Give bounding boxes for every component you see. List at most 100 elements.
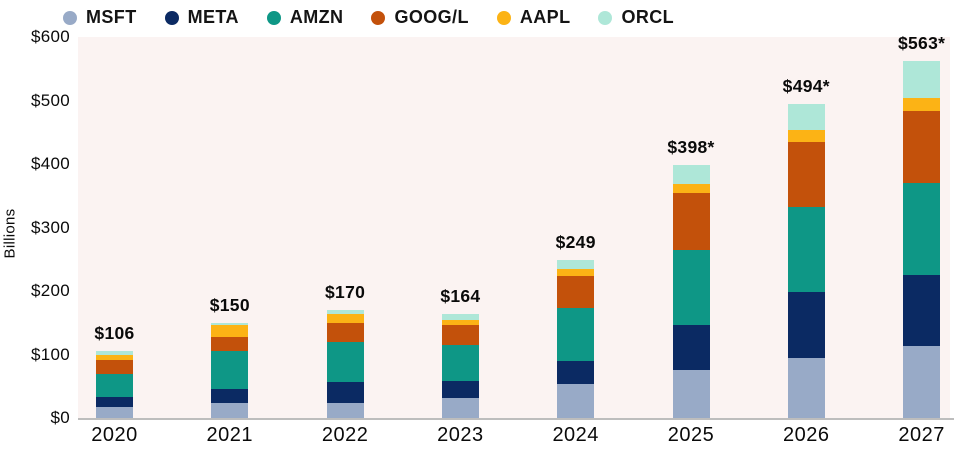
x-label-2020: 2020	[91, 424, 138, 446]
bar-2022: $170	[325, 282, 365, 418]
legend-label: AAPL	[519, 7, 571, 27]
bar-segment-2020-amzn	[96, 373, 133, 398]
bar-segment-2022-meta	[326, 381, 364, 403]
bar-total-label-2025: $398*	[667, 137, 715, 158]
bar-segment-2022-amzn	[326, 341, 364, 382]
plot-area: $106 $150 $170 $164 $249 $398* $494* $563*	[78, 33, 950, 418]
bar-segment-2020-orcl	[96, 350, 133, 355]
bar-segment-2026-msft	[787, 357, 825, 418]
bar-segment-2020-meta	[96, 397, 133, 408]
legend-dot-googl	[371, 10, 386, 25]
bar-segment-2027-meta	[903, 275, 941, 347]
bar-segment-2022-msft	[326, 402, 364, 418]
y-tick-500: $500	[30, 90, 70, 110]
x-label-2027: 2027	[898, 424, 945, 446]
bar-segment-2025-aapl	[672, 184, 710, 194]
bar-segment-2021-googl	[211, 337, 249, 352]
bar-segment-2020-aapl	[96, 354, 133, 360]
bar-segment-2026-googl	[787, 141, 825, 208]
bar-segment-2025-googl	[672, 193, 710, 250]
bar-segment-2021-msft	[211, 402, 249, 418]
legend-label: GOOG/L	[394, 7, 469, 27]
bar-segment-2027-aapl	[903, 98, 941, 111]
bar-2021: $150	[210, 295, 250, 418]
bar-segment-2020-googl	[96, 359, 133, 374]
bar-segment-2022-googl	[326, 322, 364, 342]
bar-total-label-2024: $249	[555, 231, 596, 252]
bar-segment-2026-aapl	[787, 130, 825, 142]
x-label-2025: 2025	[667, 424, 715, 446]
bar-segment-2025-amzn	[672, 249, 710, 326]
legend-dot-msft	[63, 10, 77, 25]
bar-total-label-2026: $494*	[782, 76, 830, 97]
bar-segment-2024-meta	[557, 360, 595, 385]
bar-segment-2026-amzn	[787, 207, 825, 292]
bar-segment-2023-amzn	[441, 345, 479, 382]
y-tick-200: $200	[30, 281, 70, 300]
bar-segment-2024-aapl	[557, 268, 595, 276]
bar-segment-2023-aapl	[441, 319, 479, 326]
bar-segment-2024-googl	[557, 275, 595, 308]
x-label-2021: 2021	[206, 424, 254, 446]
bar-segment-2027-googl	[903, 110, 941, 184]
bar-total-label-2023: $164	[440, 285, 481, 306]
legend-item-googl: GOOG/L	[371, 7, 468, 28]
bar-segment-2027-orcl	[903, 60, 941, 99]
bar-segment-2022-aapl	[326, 313, 364, 323]
bar-segment-2021-amzn	[211, 351, 249, 390]
bar-segment-2027-amzn	[903, 183, 941, 276]
legend-item-amzn: AMZN	[266, 7, 344, 28]
x-label-2026: 2026	[783, 424, 830, 446]
legend-item-meta: META	[164, 7, 239, 28]
legend-item-orcl: ORCL	[598, 7, 674, 28]
legend-label: MSFT	[86, 7, 137, 27]
bar-segment-2023-meta	[441, 381, 479, 399]
bar-segment-2026-orcl	[787, 104, 825, 131]
legend-label: ORCL	[621, 7, 675, 27]
bar-total-label-2021: $150	[209, 294, 250, 315]
bar-2025: $398*	[667, 137, 714, 418]
bar-segment-2021-meta	[211, 389, 249, 403]
bar-segment-2020-msft	[96, 407, 133, 418]
x-label-2024: 2024	[552, 424, 599, 446]
bar-segment-2025-orcl	[672, 165, 710, 185]
y-tick-100: $100	[30, 344, 70, 364]
legend-dot-aapl	[496, 10, 511, 25]
legend-label: AMZN	[289, 7, 344, 27]
y-axis-title: Billions	[1, 208, 19, 259]
legend-item-aapl: AAPL	[496, 7, 571, 28]
bar-segment-2021-orcl	[211, 322, 249, 325]
bar-segment-2025-meta	[672, 325, 710, 371]
bar-segment-2023-msft	[441, 398, 479, 418]
bar-segment-2021-aapl	[211, 324, 249, 338]
legend-dot-amzn	[266, 10, 281, 25]
x-label-2023: 2023	[437, 424, 484, 446]
y-tick-300: $300	[30, 217, 70, 237]
x-axis-line	[78, 418, 954, 420]
bar-total-label-2027: $563*	[897, 32, 946, 53]
bar-segment-2024-orcl	[557, 259, 595, 269]
bar-2020: $106	[94, 323, 134, 418]
bar-2026: $494*	[783, 76, 830, 418]
y-tick-600: $600	[30, 27, 70, 46]
bar-segment-2023-googl	[441, 325, 479, 345]
legend-item-msft: MSFT	[63, 7, 137, 28]
bar-segment-2026-meta	[787, 291, 825, 358]
bar-segment-2024-amzn	[557, 307, 595, 361]
bar-segment-2024-msft	[557, 384, 595, 418]
bar-segment-2027-msft	[903, 346, 941, 418]
bar-2024: $249	[556, 232, 595, 418]
bar-total-label-2020: $106	[94, 322, 135, 343]
legend: MSFT META AMZN GOOG/L AAPL ORCL	[63, 7, 674, 28]
bar-2023: $164	[440, 286, 480, 418]
bar-segment-2025-msft	[672, 370, 710, 418]
legend-dot-orcl	[598, 10, 613, 25]
bar-2027: $563*	[898, 33, 945, 418]
bar-segment-2023-orcl	[441, 313, 479, 320]
x-label-2022: 2022	[321, 424, 369, 446]
legend-dot-meta	[164, 10, 179, 25]
bar-total-label-2022: $170	[325, 282, 366, 303]
legend-label: META	[187, 7, 239, 27]
y-tick-400: $400	[30, 154, 70, 173]
bar-segment-2022-orcl	[326, 310, 364, 314]
